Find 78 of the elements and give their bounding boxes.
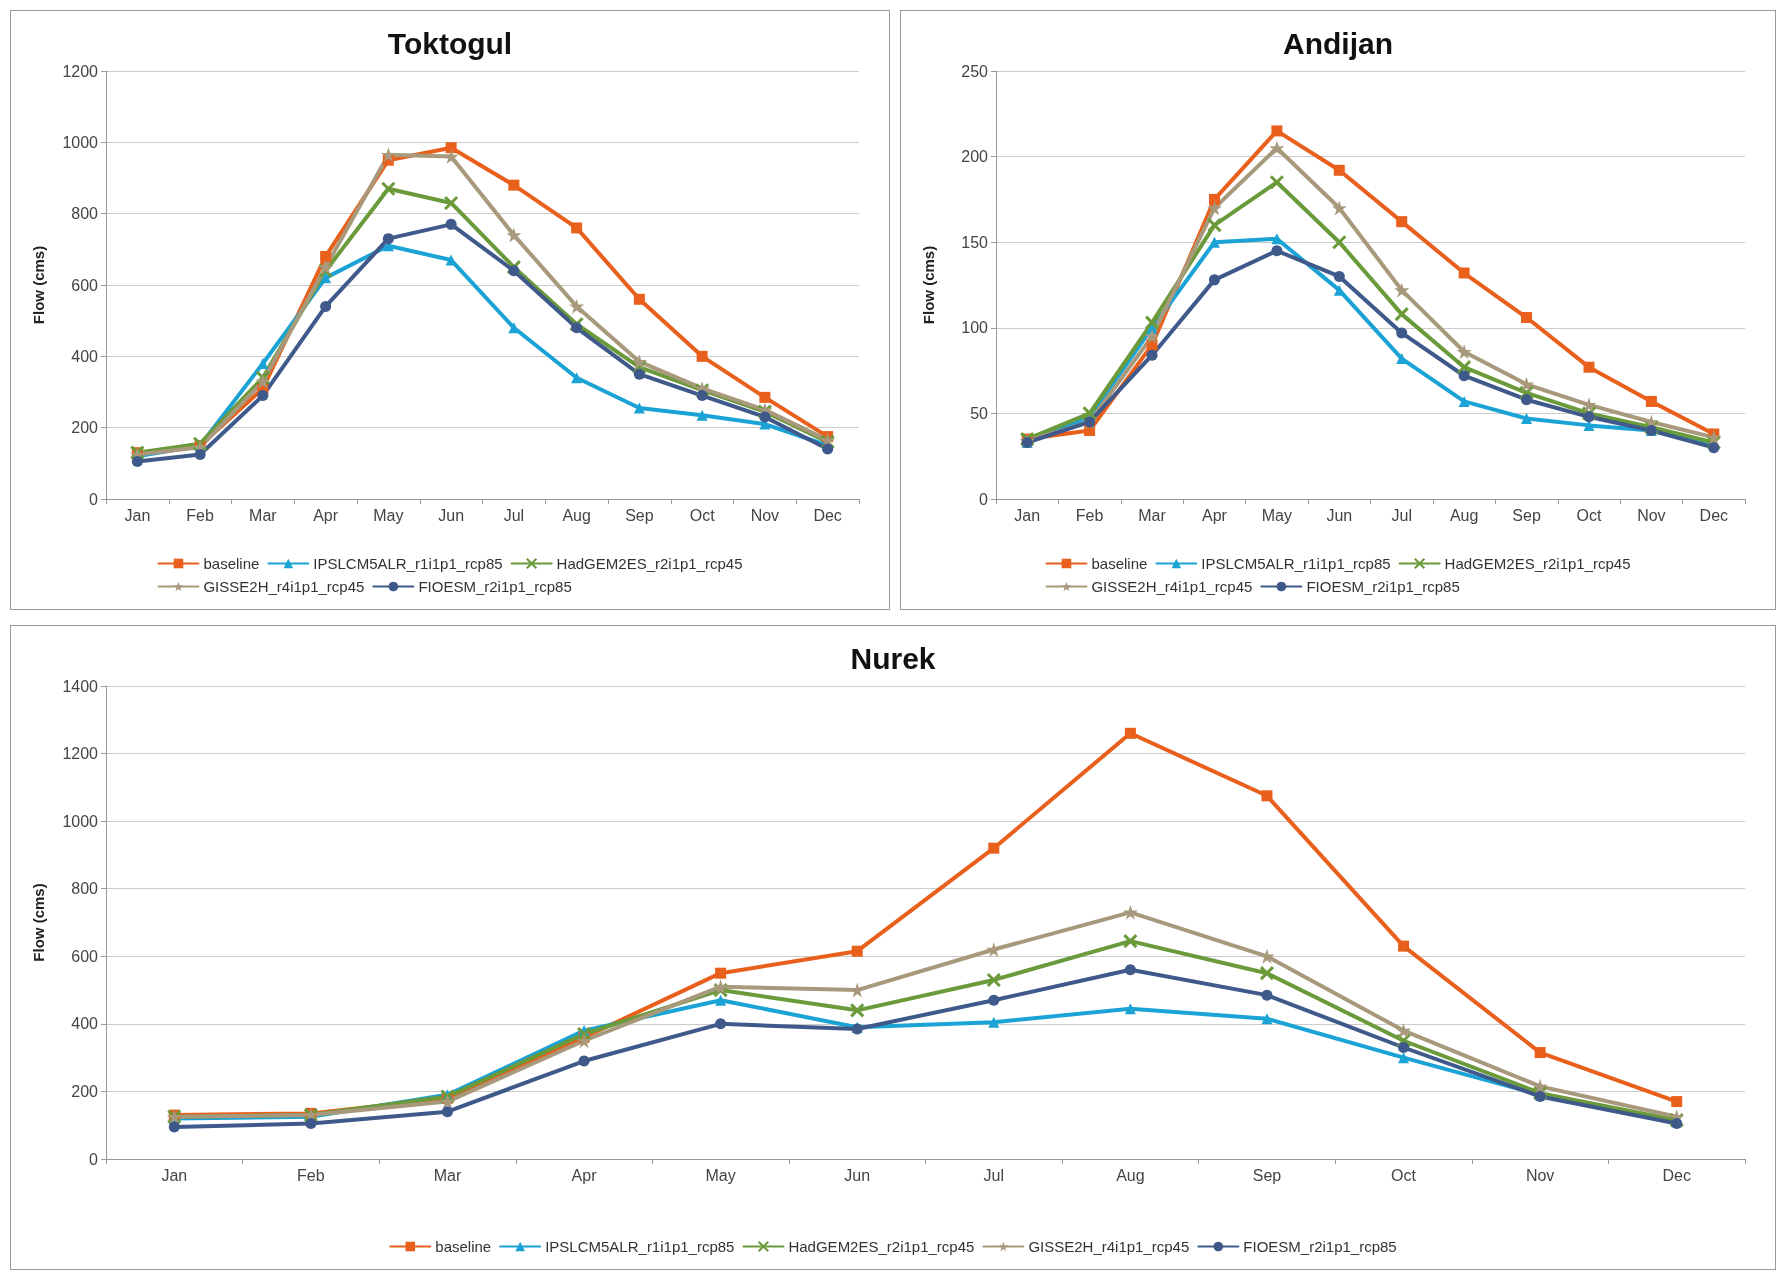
legend-label: baseline <box>1091 555 1148 572</box>
y-axis-title: Flow (cms) <box>30 245 47 325</box>
x-tick-label: Nov <box>750 506 780 524</box>
chart-title: Toktogul <box>387 26 513 60</box>
x-tick-label: Oct <box>1576 506 1602 524</box>
x-tick-label: May <box>373 506 404 524</box>
legend-label: GISSE2H_r4i1p1_rcp45 <box>203 578 365 595</box>
y-tick-label: 50 <box>970 404 989 422</box>
x-tick-label: Dec <box>1662 1166 1691 1184</box>
x-tick-label: Oct <box>689 506 716 524</box>
y-tick-label: 0 <box>89 490 99 508</box>
y-tick-label: 150 <box>961 233 989 251</box>
y-tick-label: 1200 <box>62 745 99 763</box>
x-tick-label: Jun <box>438 506 465 524</box>
x-tick-label: Aug <box>1449 506 1479 524</box>
y-tick-label: 200 <box>961 148 989 166</box>
x-tick-label: Apr <box>1202 506 1228 524</box>
legend-label: HadGEM2ES_r2i1p1_rcp45 <box>788 1238 975 1255</box>
y-tick-label: 250 <box>961 62 989 80</box>
y-tick-label: 1000 <box>62 133 99 151</box>
x-tick-label: Sep <box>1252 1166 1282 1184</box>
x-tick-label: Jan <box>1014 506 1041 524</box>
y-tick-label: 100 <box>961 319 989 337</box>
y-axis-title: Flow (cms) <box>30 883 47 962</box>
x-tick-label: Mar <box>1138 506 1167 524</box>
x-tick-label: Dec <box>1699 506 1729 524</box>
x-tick-label: Jun <box>1326 506 1353 524</box>
x-tick-label: Feb <box>1075 506 1104 524</box>
y-tick-label: 0 <box>89 1150 99 1168</box>
x-tick-label: Jun <box>844 1166 871 1184</box>
x-tick-label: May <box>705 1166 736 1184</box>
y-tick-label: 400 <box>71 347 99 365</box>
y-tick-label: 600 <box>71 947 99 965</box>
y-tick-label: 1400 <box>62 677 99 695</box>
y-tick-label: 800 <box>71 880 99 898</box>
x-tick-label: Oct <box>1391 1166 1417 1184</box>
y-tick-label: 200 <box>71 1082 99 1100</box>
y-tick-label: 1000 <box>62 812 99 830</box>
legend-label: HadGEM2ES_r2i1p1_rcp45 <box>1444 555 1631 572</box>
legend-label: FIOESM_r2i1p1_rcp85 <box>1306 578 1460 595</box>
legend-label: IPSLCM5ALR_r1i1p1_rcp85 <box>545 1238 735 1255</box>
x-tick-label: Jan <box>161 1166 188 1184</box>
chart-title: Andijan <box>1283 26 1393 60</box>
y-tick-label: 200 <box>71 419 99 437</box>
x-tick-label: Jan <box>124 506 151 524</box>
x-tick-label: May <box>1261 506 1292 524</box>
x-tick-label: Mar <box>433 1166 462 1184</box>
legend-label: IPSLCM5ALR_r1i1p1_rcp85 <box>313 555 503 572</box>
legend-label: GISSE2H_r4i1p1_rcp45 <box>1028 1238 1190 1255</box>
x-tick-label: Nov <box>1637 506 1666 524</box>
x-tick-label: Apr <box>571 1166 598 1184</box>
legend-label: IPSLCM5ALR_r1i1p1_rcp85 <box>1201 555 1391 572</box>
legend-label: GISSE2H_r4i1p1_rcp45 <box>1091 578 1253 595</box>
y-tick-label: 0 <box>979 490 989 508</box>
legend-label: HadGEM2ES_r2i1p1_rcp45 <box>556 555 743 572</box>
y-tick-label: 800 <box>71 205 99 223</box>
x-tick-label: Jul <box>503 506 525 524</box>
y-tick-label: 600 <box>71 276 99 294</box>
legend-label: baseline <box>435 1238 492 1255</box>
x-tick-label: Feb <box>297 1166 325 1184</box>
x-tick-label: Aug <box>562 506 591 524</box>
legend-label: baseline <box>203 555 260 572</box>
x-tick-label: Sep <box>625 506 654 524</box>
y-tick-label: 1200 <box>62 62 99 80</box>
x-tick-label: Apr <box>313 506 339 524</box>
x-tick-label: Mar <box>249 506 278 524</box>
y-tick-label: 400 <box>71 1015 99 1033</box>
x-tick-label: Nov <box>1525 1166 1555 1184</box>
x-tick-label: Aug <box>1116 1166 1145 1184</box>
legend-label: FIOESM_r2i1p1_rcp85 <box>1243 1238 1397 1255</box>
x-tick-label: Feb <box>186 506 215 524</box>
x-tick-label: Jul <box>983 1166 1005 1184</box>
x-tick-label: Dec <box>813 506 842 524</box>
x-tick-label: Sep <box>1512 506 1541 524</box>
chart-title: Nurek <box>850 641 936 675</box>
legend-label: FIOESM_r2i1p1_rcp85 <box>418 578 572 595</box>
x-tick-label: Jul <box>1391 506 1412 524</box>
y-axis-title: Flow (cms) <box>920 245 937 325</box>
